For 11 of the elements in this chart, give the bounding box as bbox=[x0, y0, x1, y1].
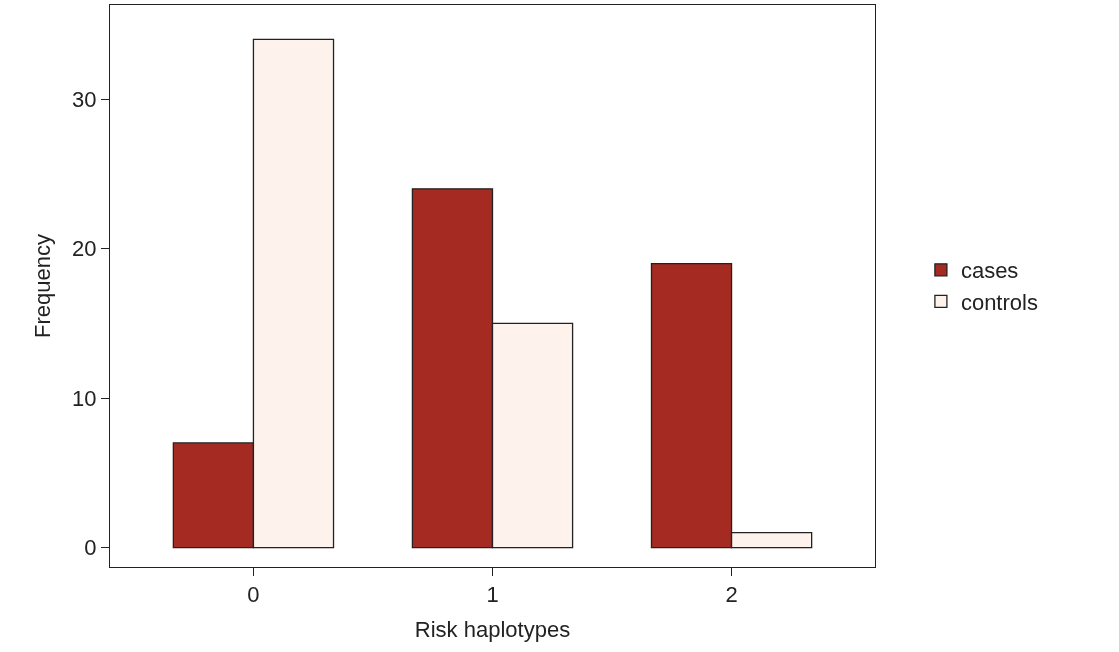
y-axis-title: Frequency bbox=[29, 234, 55, 338]
y-tick-label: 20 bbox=[72, 236, 97, 262]
x-tick-label: 0 bbox=[247, 582, 260, 608]
x-tick-label: 2 bbox=[725, 582, 738, 608]
y-tick-label: 30 bbox=[72, 86, 97, 112]
y-tick-label: 0 bbox=[84, 535, 97, 561]
y-tick-label: 10 bbox=[72, 385, 97, 411]
legend-label: controls bbox=[960, 289, 1038, 315]
legend-label: cases bbox=[960, 258, 1019, 284]
x-axis-title: Risk haplotypes bbox=[414, 617, 571, 643]
x-tick-label: 1 bbox=[486, 582, 499, 608]
